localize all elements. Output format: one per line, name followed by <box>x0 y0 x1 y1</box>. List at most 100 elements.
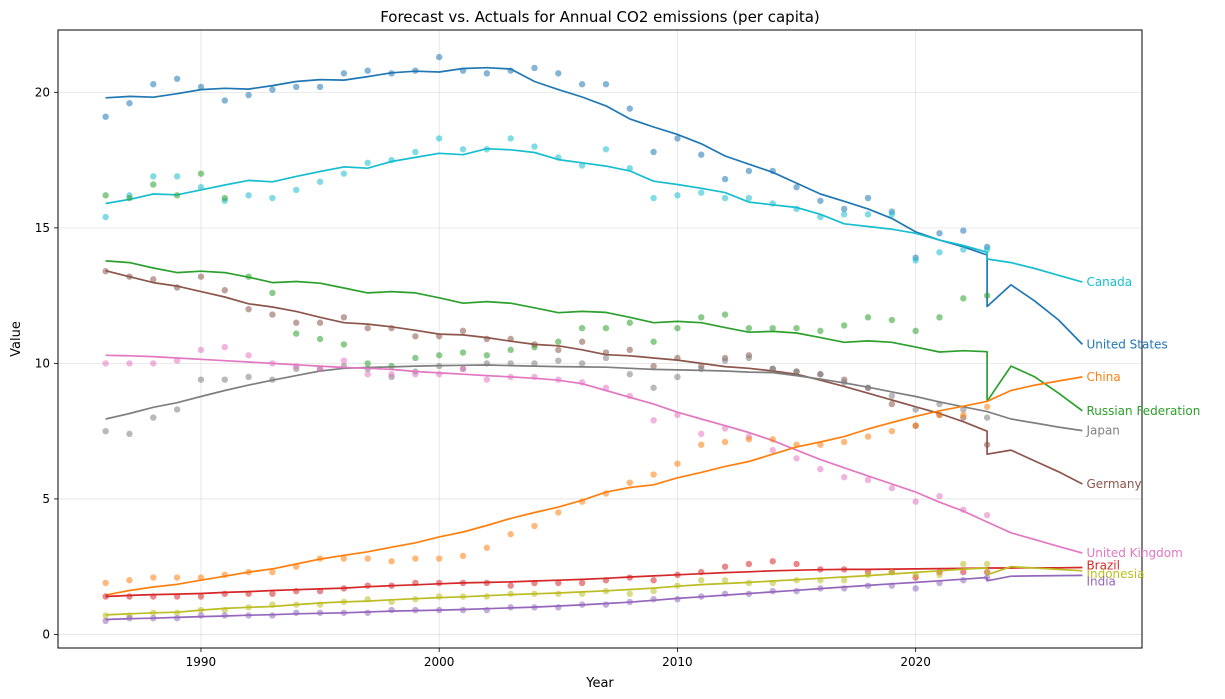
series-germany <box>102 268 1083 485</box>
actual-point <box>840 474 848 481</box>
actual-point <box>435 53 443 61</box>
forecast-line <box>105 376 1083 596</box>
actual-point <box>483 352 491 359</box>
actual-point <box>221 287 228 294</box>
actual-point <box>507 582 514 589</box>
y-tick-label: 10 <box>35 356 50 370</box>
actual-point <box>412 371 419 378</box>
actual-point <box>912 257 919 264</box>
actual-point <box>674 192 681 199</box>
actual-point <box>888 427 896 435</box>
actual-point <box>269 568 276 576</box>
label-layer: United States Canada Russian Federation Ger… <box>1085 275 1200 588</box>
actual-point <box>674 373 681 381</box>
actual-point <box>197 346 205 354</box>
series-russian-federation <box>102 170 1083 412</box>
actual-point <box>150 574 157 581</box>
actual-point <box>173 192 181 199</box>
actual-point <box>983 403 991 410</box>
actual-point <box>531 64 538 72</box>
actual-point <box>936 230 943 237</box>
actual-point <box>578 162 586 169</box>
actual-point <box>102 360 109 367</box>
actual-point <box>578 81 586 88</box>
actual-point <box>745 324 753 332</box>
actual-point <box>912 327 919 335</box>
actual-point <box>150 360 157 367</box>
x-tick-label: 2020 <box>900 655 931 669</box>
actual-point <box>197 612 205 619</box>
series-label-indonesia: Indonesia <box>1086 567 1144 581</box>
actual-point <box>626 479 633 486</box>
actual-point <box>293 319 300 326</box>
y-tick-label: 0 <box>42 627 50 641</box>
series-label-brazil: Brazil <box>1086 558 1120 572</box>
actual-point <box>793 184 800 191</box>
actual-point <box>364 324 371 332</box>
series-label-china: China <box>1086 370 1120 384</box>
actual-point <box>650 471 657 478</box>
x-axis-label: Year <box>585 676 614 691</box>
actual-point <box>602 146 610 153</box>
actual-point <box>626 319 633 326</box>
actual-point <box>698 430 705 438</box>
actual-point <box>745 354 753 362</box>
actual-point <box>745 167 753 175</box>
actual-point <box>674 324 681 332</box>
actual-point <box>960 227 967 234</box>
actual-point <box>936 493 943 500</box>
actual-point <box>173 75 181 82</box>
actual-point <box>507 135 514 142</box>
actual-point <box>578 579 586 587</box>
actual-point <box>126 360 133 367</box>
actual-point <box>435 352 443 359</box>
actual-point <box>864 433 872 440</box>
forecast-line <box>105 269 1083 485</box>
actual-point <box>960 560 967 568</box>
actual-point <box>269 194 276 202</box>
series-china <box>102 376 1083 596</box>
actual-point <box>364 371 371 378</box>
actual-point <box>340 70 348 77</box>
actual-point <box>459 349 467 356</box>
actual-point <box>960 577 967 584</box>
actual-point <box>602 354 610 362</box>
actual-point <box>459 327 467 335</box>
actual-point <box>721 194 729 202</box>
actual-point <box>817 371 824 378</box>
x-tick-label: 2010 <box>662 655 693 669</box>
actual-point <box>650 417 657 424</box>
series-layer <box>102 53 1084 625</box>
actual-point <box>412 148 419 156</box>
actual-point <box>721 438 729 446</box>
actual-point <box>721 577 729 584</box>
series-brazil <box>102 558 1083 600</box>
actual-point <box>650 587 657 595</box>
actual-point <box>912 406 919 413</box>
actual-point <box>221 376 228 383</box>
actual-point <box>912 498 919 505</box>
axis-layer: 1990 2000 2010 2020 0 5 10 15 20 <box>35 85 931 669</box>
actual-point <box>626 590 633 597</box>
actual-point <box>269 86 276 93</box>
actual-point <box>650 148 657 156</box>
actual-point <box>626 371 633 378</box>
forecast-line <box>105 574 1083 621</box>
actual-point <box>578 360 586 367</box>
actual-point <box>102 427 109 435</box>
actual-point <box>316 335 324 343</box>
actual-point <box>340 314 348 321</box>
actual-point <box>840 322 848 329</box>
actual-point <box>936 411 943 419</box>
actual-point <box>102 192 109 199</box>
actual-point <box>531 143 538 150</box>
actual-point <box>912 585 919 592</box>
actual-point <box>602 601 610 608</box>
actual-point <box>150 81 157 88</box>
actual-point <box>459 146 467 153</box>
actual-point <box>364 582 371 589</box>
series-japan <box>102 354 1083 438</box>
actual-point <box>173 406 181 413</box>
actual-point <box>340 357 348 364</box>
